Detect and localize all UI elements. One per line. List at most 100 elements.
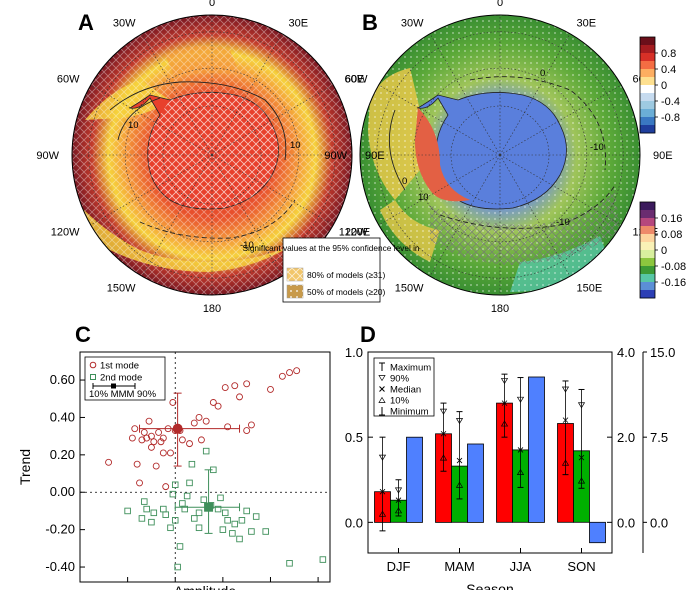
data-point-2 <box>195 509 203 517</box>
latitude-circle <box>412 67 588 243</box>
data-point-2 <box>202 447 210 455</box>
meridian-line <box>499 84 622 156</box>
map-b-lon-label-90w: 90W <box>324 150 347 162</box>
antarctica-b <box>416 92 567 210</box>
data-point-1 <box>202 417 210 425</box>
data-point-2 <box>195 524 203 532</box>
data-point-1 <box>147 443 155 451</box>
map-a-lon-label-60w: 60W <box>57 74 80 86</box>
map-a-lon-label-150w: 150W <box>107 283 136 295</box>
data-point-2 <box>181 505 189 513</box>
whisker-p90 <box>561 386 570 393</box>
bar-panel-d: 1.0 0.5 0.0 4.0 2.0 0.0 15.0 7.5 0.0 DJF MAM JJA SON… <box>345 345 675 590</box>
whisker-p10 <box>455 481 464 488</box>
data-point-2 <box>179 500 186 507</box>
map-b-lon-label-90e: 90E <box>653 150 673 162</box>
data-point-2 <box>229 530 236 537</box>
whisker-median <box>578 454 585 461</box>
map-a-lon-label-0: 0 <box>209 0 215 9</box>
colorbar-top-swatch <box>640 93 655 102</box>
colorbar-top-tick-label: 0.8 <box>661 48 676 60</box>
map-a-lon-label-90e: 90E <box>365 150 385 162</box>
data-point-2 <box>214 505 222 513</box>
data-point-1 <box>143 434 151 442</box>
colorbar-top-tick-label: -0.8 <box>661 112 680 124</box>
data-point-2 <box>169 490 177 498</box>
meridian-line <box>499 33 571 156</box>
colorbar-bottom-tick-label: 0 <box>661 245 667 257</box>
whisker-median <box>379 488 386 495</box>
whisker-p10 <box>516 468 525 475</box>
colorbar-top-swatch <box>640 101 655 110</box>
legend-label-p10: 10% <box>390 396 410 407</box>
data-point-2 <box>141 498 148 505</box>
colorbar-top-tick-label: -0.4 <box>661 96 680 108</box>
data-point-1 <box>293 367 301 375</box>
data-point-1 <box>221 384 229 391</box>
middle-axis-tick-label: 4.0 <box>617 345 635 360</box>
legend-mmm-label: 10% MMM 90% <box>89 389 157 400</box>
category-label: SON <box>567 559 595 574</box>
data-point-1 <box>150 438 158 446</box>
colorbar-top-swatch <box>640 117 655 126</box>
x-tick-label: 1.4 <box>261 587 279 590</box>
data-point-2 <box>262 528 269 535</box>
data-point-1 <box>155 428 163 436</box>
map-b-lon-label-150w: 150W <box>395 283 424 295</box>
data-point-2 <box>243 507 250 515</box>
data-point-1 <box>243 427 251 434</box>
whisker-median <box>440 430 447 437</box>
data-point-1 <box>178 436 186 444</box>
category-label: JJA <box>510 559 532 574</box>
data-point-2 <box>224 517 231 524</box>
meridian-line <box>90 154 213 226</box>
data-point-1 <box>214 402 222 410</box>
map-b: 0 10 -10 -10 0 <box>359 14 641 296</box>
legend-label-2nd: 2nd mode <box>100 373 142 384</box>
legend-marker-1st <box>89 361 97 369</box>
whisker-median <box>562 417 569 423</box>
colorbar-bottom-swatch <box>640 274 655 283</box>
meridian-line <box>141 154 213 277</box>
colorbar-bottom-swatch <box>640 218 655 227</box>
colorbar-bottom-tick-label: 0.08 <box>661 229 682 241</box>
whisker-p10 <box>561 459 570 466</box>
legend-box <box>84 356 166 401</box>
data-point-2 <box>171 517 179 524</box>
colorbar-top-swatch <box>640 77 655 86</box>
plot-frame <box>79 351 331 583</box>
meridian-line <box>211 154 283 277</box>
data-point-2 <box>160 505 167 513</box>
map-a-lon-label-60e: 60E <box>345 74 365 86</box>
whisker-median <box>456 457 463 464</box>
colorbar-bottom-swatch <box>640 226 655 235</box>
y-tick-label: -0.40 <box>45 559 75 574</box>
map-b-lon-label-30e: 30E <box>577 18 597 30</box>
legend-label-min: Minimum <box>390 407 429 418</box>
data-point-1 <box>140 428 148 436</box>
data-point-1 <box>152 462 160 470</box>
data-point-1 <box>186 440 193 448</box>
left-axis-tick-label: 1.0 <box>345 345 363 360</box>
colorbar-top-swatch <box>640 109 655 118</box>
data-point-1 <box>247 421 255 429</box>
meridian-line <box>211 154 334 226</box>
map-a-contours <box>109 81 296 239</box>
colorbar-top-tick-label: 0 <box>661 80 667 92</box>
map-a-lon-label-30e: 30E <box>289 18 309 30</box>
colorbar-bottom-swatch <box>640 242 655 251</box>
data-point-2 <box>167 524 174 532</box>
colorbar-bottom-swatch <box>640 250 655 259</box>
x-axis-title: Season <box>466 581 513 590</box>
legend-label-max: Maximum <box>390 363 431 374</box>
left-axis-tick-label: 0.0 <box>345 515 363 530</box>
meridian-line <box>499 154 622 226</box>
data-point-2 <box>231 520 239 528</box>
map-b-lon-label-120w: 120W <box>339 227 368 239</box>
colorbar-top-swatch <box>640 85 655 94</box>
data-point-1 <box>209 399 217 406</box>
meridian-line <box>429 154 501 277</box>
map-b-lon-label-180: 180 <box>491 303 509 315</box>
whisker-p10 <box>500 420 509 427</box>
legend-label-1st: 1st mode <box>100 361 139 372</box>
